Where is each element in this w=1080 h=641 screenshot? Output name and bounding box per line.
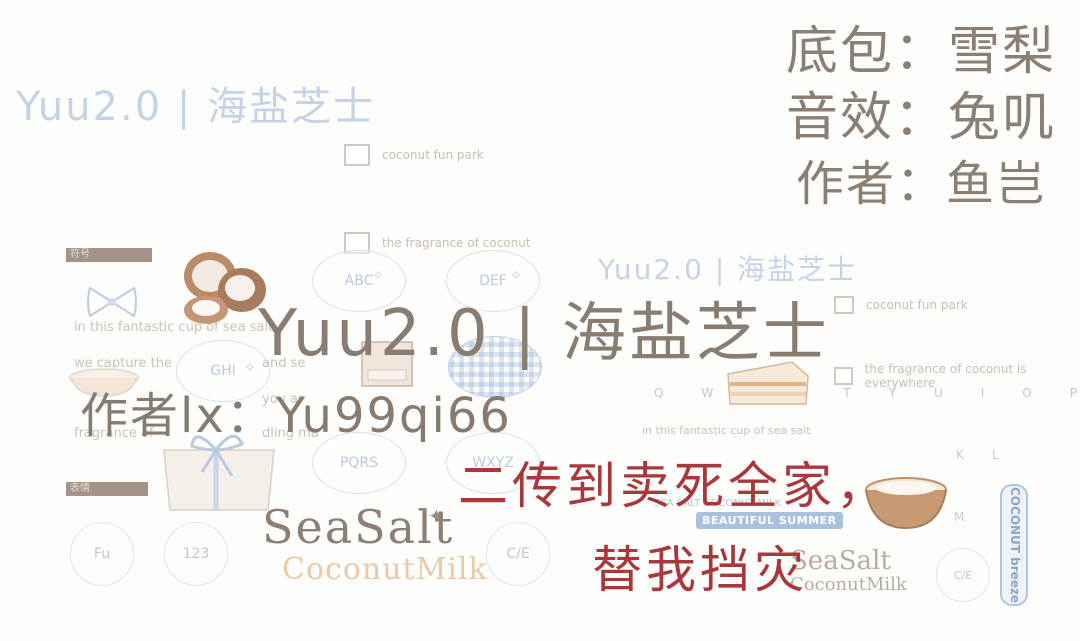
checkbox-icon: [834, 296, 854, 314]
sea-salt-badge: SEA SALT COCONUT MILK: [654, 498, 782, 509]
credits-block: 底包：雪梨 音效：兔叽 作者：鱼岂: [786, 26, 1056, 208]
main-title: Yuu2.0 | 海盐芝士: [258, 297, 830, 371]
sparkle-icon: ✧: [244, 360, 256, 376]
checkbox-icon: [344, 144, 370, 166]
bg-text-line: in this fantastic cup of sea salt: [74, 320, 274, 335]
beautiful-summer-badge: BEAUTIFUL SUMMER: [696, 512, 843, 529]
tag-emoji: 表情: [66, 482, 148, 496]
checklist-item: coconut fun park: [834, 296, 968, 314]
warning-line-2: 替我挡灾: [592, 541, 808, 599]
gift-box-sticker-icon: [163, 434, 275, 511]
author-id: 作者lx：Yu99qi66: [80, 388, 512, 444]
coconut-milk-logo-small: CoconutMilk: [790, 574, 907, 595]
sparkle-icon: ✦: [428, 504, 445, 528]
tag-symbols: 符号: [66, 248, 152, 262]
key-ghi: GHI: [176, 340, 270, 402]
key-wxyz: WXYZ: [446, 432, 540, 494]
key-123: 123: [164, 522, 228, 586]
key-fu: Fu: [70, 522, 134, 586]
qwerty-row: Q W E R T Y U I O P: [654, 386, 1077, 400]
key-ce-right: C/E: [936, 548, 990, 602]
credit-sound-effect: 音效：兔叽: [785, 88, 1056, 148]
checkbox-icon: [834, 367, 853, 385]
key-l: L: [992, 448, 999, 462]
checklist-item: the fragrance of coconut is everywhere: [834, 362, 1080, 390]
bg-text-line: and se: [262, 356, 306, 371]
key-def: DEF: [446, 250, 540, 312]
bg-text-right: in this fantastic cup of sea salt: [642, 424, 811, 437]
sparkle-icon: ✧: [510, 268, 522, 284]
coconut-sticker-icon: [184, 252, 266, 324]
bow-sticker-icon: [87, 286, 137, 318]
key-k: K: [956, 448, 964, 462]
watermark-title-large: Yuu2.0 | 海盐芝士: [16, 84, 376, 130]
credit-author: 作者：鱼岂: [795, 156, 1046, 212]
coconut-milk-logo: CoconutMilk: [282, 552, 488, 587]
checklist-item: coconut fun park: [344, 144, 484, 166]
key-gingham: [448, 336, 542, 398]
warning-line-1: 二传到卖死全家，: [458, 457, 890, 515]
bg-text-line: you ar: [262, 392, 304, 407]
watermark-title-small: Yuu2.0 | 海盐芝士: [598, 253, 858, 286]
key-abc: ABC: [312, 250, 406, 312]
bg-text-line: we capture the: [74, 356, 172, 371]
cup-sticker-icon: [69, 368, 139, 397]
key-ce: C/E: [486, 522, 550, 586]
sparkle-icon: ✧: [372, 268, 384, 284]
key-pqrs: PQRS: [312, 432, 406, 494]
key-m: M: [954, 510, 965, 524]
ticket-sticker-icon: [361, 341, 413, 387]
bg-text-line: fragrance of: [74, 426, 154, 441]
sea-salt-logo: SeaSalt: [262, 500, 455, 554]
cake-sticker-icon: [727, 361, 809, 405]
coconut-breeze-badge: COCONUT breeze: [1000, 484, 1028, 606]
credit-base-pack: 底包：雪梨: [785, 22, 1056, 82]
bg-text-line: dling ma: [262, 426, 319, 441]
sea-salt-logo-small: SeaSalt: [790, 546, 891, 576]
coconut-bowl-sticker-icon: [865, 477, 947, 530]
